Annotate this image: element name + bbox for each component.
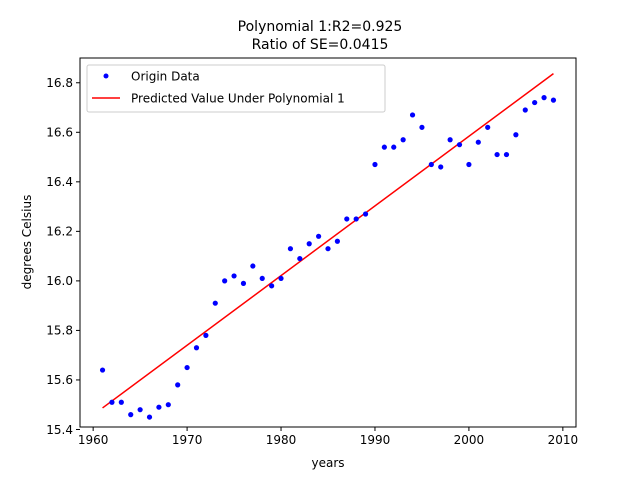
data-point xyxy=(287,246,294,252)
data-point xyxy=(128,412,134,418)
x-axis-ticks: 1960 1970 1980 1990 2000 2010 xyxy=(78,427,578,447)
data-point xyxy=(362,211,369,217)
data-point xyxy=(438,164,444,170)
data-point xyxy=(344,216,350,222)
data-point xyxy=(203,332,209,338)
data-point xyxy=(447,137,453,143)
y-axis-label: degrees Celsius xyxy=(20,195,34,290)
y-tick-label: 15.6 xyxy=(46,373,73,387)
chart-title-line-1: Polynomial 1:R2=0.925 xyxy=(238,19,403,35)
data-point xyxy=(193,345,200,351)
data-point xyxy=(297,255,303,262)
data-point xyxy=(118,399,124,405)
data-point xyxy=(466,161,472,168)
data-point xyxy=(428,161,434,168)
data-point xyxy=(306,241,312,247)
x-tick-label: 2000 xyxy=(454,433,485,447)
data-point xyxy=(550,97,557,103)
y-tick-label: 16.8 xyxy=(46,76,73,90)
x-tick-label: 1960 xyxy=(78,433,109,447)
data-point xyxy=(212,300,218,306)
data-point xyxy=(419,124,425,130)
data-point xyxy=(165,402,171,408)
data-point xyxy=(409,112,416,118)
data-point xyxy=(391,144,397,150)
data-point xyxy=(325,246,331,252)
data-point xyxy=(109,399,115,405)
data-point xyxy=(456,142,463,148)
data-point xyxy=(146,414,153,420)
y-tick-label: 15.4 xyxy=(46,423,73,437)
data-point xyxy=(513,132,519,138)
data-point xyxy=(372,161,378,168)
legend-box xyxy=(86,64,386,113)
data-point xyxy=(522,107,528,113)
data-point xyxy=(269,283,275,289)
x-tick-label: 1990 xyxy=(360,433,391,447)
y-tick-label: 15.8 xyxy=(46,324,73,338)
y-tick-label: 16.6 xyxy=(46,126,73,140)
data-point xyxy=(400,137,406,143)
legend-label-origin-data: Origin Data xyxy=(131,70,200,84)
plot-area xyxy=(99,72,557,420)
data-point xyxy=(494,151,500,158)
data-point xyxy=(250,263,256,269)
data-point xyxy=(334,238,340,244)
y-tick-label: 16.4 xyxy=(46,175,73,189)
axes-frame xyxy=(79,57,577,428)
data-point xyxy=(532,99,538,106)
chart-title-line-2: Ratio of SE=0.0415 xyxy=(252,37,389,53)
data-point xyxy=(259,275,265,282)
y-tick-label: 16.2 xyxy=(46,225,73,239)
data-point xyxy=(99,367,106,373)
x-tick-label: 2010 xyxy=(548,433,579,447)
predicted-line xyxy=(102,72,554,409)
data-point xyxy=(353,216,359,222)
data-point xyxy=(381,144,387,150)
x-tick-label: 1970 xyxy=(172,433,203,447)
data-point xyxy=(541,95,547,101)
data-point xyxy=(231,273,237,279)
legend-marker-origin-data xyxy=(103,73,109,79)
data-point xyxy=(475,139,481,145)
legend-label-predicted: Predicted Value Under Polynomial 1 xyxy=(131,92,345,106)
data-point xyxy=(278,275,284,282)
x-tick-label: 1980 xyxy=(266,433,297,447)
x-axis-label: years xyxy=(311,456,344,470)
data-point xyxy=(485,124,491,130)
data-point xyxy=(175,382,181,388)
data-point xyxy=(137,407,143,413)
data-point xyxy=(503,151,510,158)
data-point xyxy=(240,280,247,286)
y-tick-label: 16.0 xyxy=(46,274,73,288)
legend: Origin Data Predicted Value Under Polyno… xyxy=(86,64,386,113)
data-point xyxy=(184,364,190,371)
data-point xyxy=(156,404,162,410)
data-point xyxy=(316,233,322,239)
y-axis-ticks: 15.4 15.6 15.8 16.0 16.2 16.4 16.6 16.8 xyxy=(46,76,80,437)
data-point xyxy=(222,278,228,284)
